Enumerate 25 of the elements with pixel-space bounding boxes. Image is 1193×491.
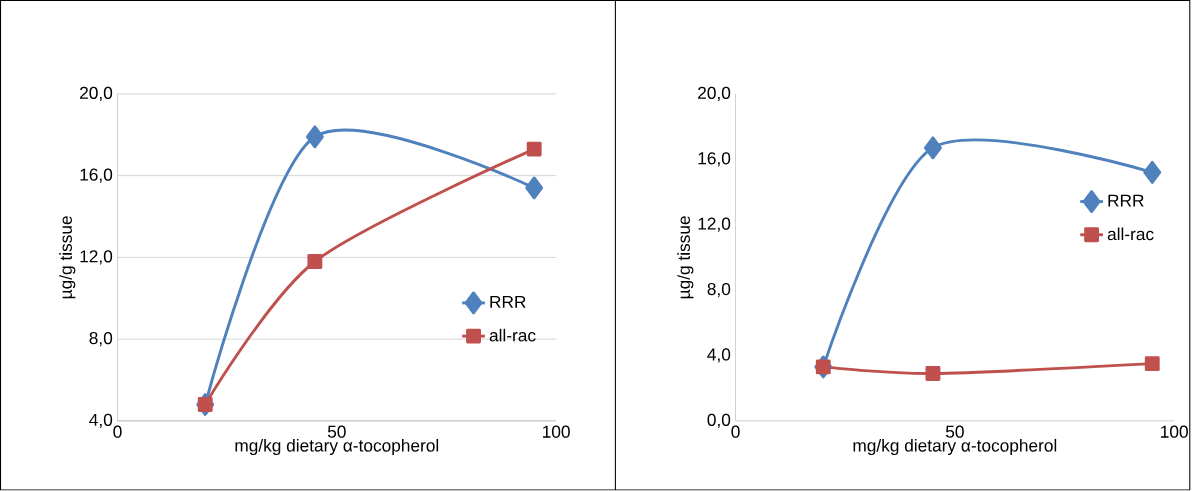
legend-label: RRR — [490, 296, 526, 309]
y-tick-label: 0,0 — [707, 413, 731, 429]
y-axis-title: µg/g tissue — [677, 216, 694, 299]
y-tick-label: 8,0 — [707, 283, 731, 298]
y-tick-label: 8,0 — [89, 332, 113, 347]
x-tick-label: 100 — [1161, 425, 1188, 439]
x-axis-title: mg/kg dietary α-tocopherol — [853, 439, 1057, 456]
legend-label: all-rac — [1107, 227, 1154, 241]
y-tick-label: 4,0 — [89, 413, 113, 429]
legend-label: RRR — [1108, 194, 1144, 207]
y-tick-label: 12,0 — [698, 217, 731, 233]
y-tick-label: 16,0 — [698, 152, 731, 167]
x-tick-label: 0 — [731, 425, 740, 439]
x-tick-label: 50 — [945, 425, 964, 439]
y-tick-label: 20,0 — [80, 86, 113, 102]
x-tick-label: 50 — [327, 425, 346, 439]
x-tick-label: 0 — [113, 425, 122, 439]
legend-label: all-rac — [489, 329, 536, 342]
y-axis-title: µg/g tissue — [59, 216, 76, 299]
x-axis-title: mg/kg dietary α-tocopherol — [235, 439, 439, 456]
y-tick-label: 12,0 — [80, 250, 113, 265]
y-tick-label: 16,0 — [80, 168, 113, 184]
y-tick-label: 4,0 — [707, 348, 731, 363]
y-tick-label: 20,0 — [698, 86, 731, 102]
x-tick-label: 100 — [543, 425, 570, 439]
